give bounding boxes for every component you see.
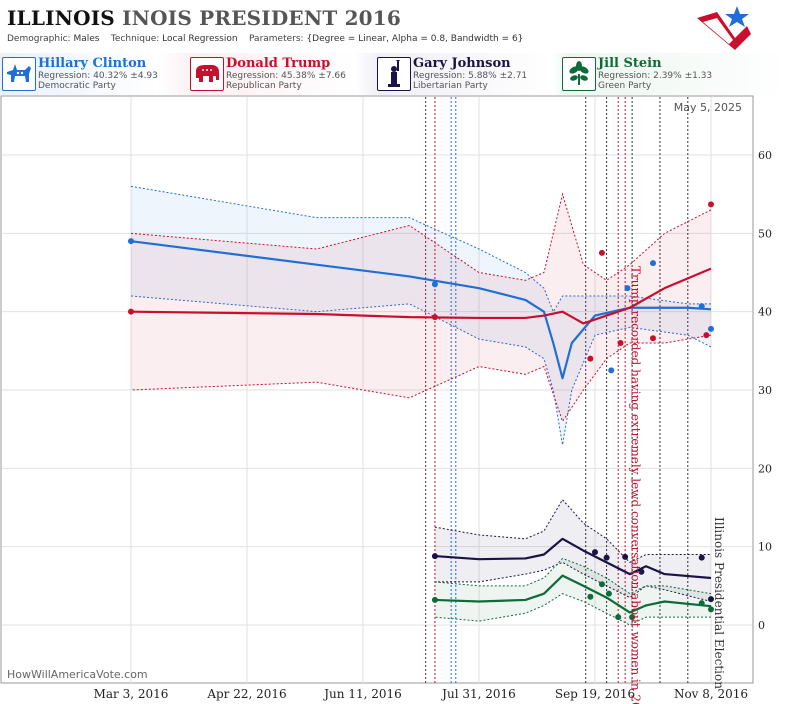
poll-point	[698, 554, 705, 561]
plot-frame	[0, 95, 754, 684]
parameters-label: Parameters:	[249, 34, 304, 44]
poll-point	[128, 238, 134, 245]
poll-point	[708, 201, 714, 208]
poll-point	[603, 554, 610, 561]
poll-point	[698, 303, 705, 310]
y-tick-label: 30	[758, 384, 772, 397]
poll-point	[629, 614, 636, 621]
y-tick-label: 10	[758, 541, 772, 554]
poll-point	[128, 308, 134, 315]
legend-item-clinton: Hillary Clinton Regression: 40.32% ±4.93…	[0, 55, 185, 93]
y-tick-label: 40	[758, 306, 772, 319]
poll-point	[650, 335, 656, 342]
poll-point	[431, 553, 438, 560]
poll-point	[624, 285, 631, 292]
x-tick-label: Jun 11, 2016	[322, 687, 402, 701]
watermark: HowWillAmericaVote.com	[7, 668, 148, 681]
annotation-label: Trump recorded having extremely lewd con…	[628, 266, 642, 704]
band-lower-line	[434, 561, 712, 602]
candidate-regression: Regression: 40.32% ±4.93	[38, 71, 158, 81]
regression-line	[130, 267, 712, 325]
poll-point	[708, 596, 714, 603]
x-tick-label: Sep 19, 2016	[555, 687, 635, 701]
band-upper-line	[130, 185, 711, 313]
x-tick-label: Jul 31, 2016	[440, 687, 516, 701]
x-tick-label: Apr 22, 2016	[206, 687, 286, 701]
candidate-party: Democratic Party	[38, 81, 116, 91]
poll-points	[128, 201, 714, 621]
candidate-party: Republican Party	[226, 81, 302, 91]
candidate-regression: Regression: 2.39% ±1.33	[598, 71, 713, 81]
poll-point	[608, 367, 615, 374]
poll-point	[708, 325, 714, 332]
poll-point	[698, 600, 705, 607]
y-tick-label: 0	[758, 619, 765, 632]
band-upper-line	[434, 557, 712, 595]
title-state: ILLINOIS	[7, 6, 115, 30]
band-lower-line	[130, 295, 712, 445]
leaf-icon	[562, 57, 596, 91]
site-logo-icon	[697, 6, 751, 50]
poll-point	[650, 260, 656, 267]
legend-item-trump: Donald Trump Regression: 45.38% ±7.66 Re…	[188, 55, 373, 93]
candidate-regression: Regression: 45.38% ±7.66	[226, 71, 346, 81]
poll-point	[587, 355, 594, 362]
candidate-name: Jill Stein	[598, 56, 662, 71]
poll-point	[431, 314, 438, 321]
poll-point	[638, 568, 645, 575]
candidate-party: Libertarian Party	[413, 81, 488, 91]
regression-lines	[130, 240, 712, 614]
poll-point	[622, 553, 629, 560]
poll-point	[587, 593, 594, 600]
poll-point	[592, 549, 598, 556]
parameters-value: {Degree = Linear, Alpha = 0.8, Bandwidth…	[306, 34, 524, 44]
poll-point	[703, 332, 710, 339]
annotation-label: Illinois Presidential Election	[712, 517, 726, 689]
band-upper-line	[434, 498, 711, 563]
regression-line	[434, 574, 712, 614]
band-lower-line	[130, 334, 712, 423]
page-title: ILLINOIS INOIS PRESIDENT 2016	[7, 6, 401, 30]
legend-item-stein: Jill Stein Regression: 2.39% ±1.33 Green…	[560, 55, 745, 93]
y-tick-label: 60	[758, 149, 772, 162]
candidate-name: Gary Johnson	[413, 56, 511, 71]
x-axis-ticks: Mar 3, 2016 Apr 22, 2016 Jun 11, 2016 Jul 3…	[94, 687, 748, 701]
candidate-name: Hillary Clinton	[38, 56, 147, 71]
poll-point	[598, 249, 605, 256]
y-tick-label: 20	[758, 462, 772, 475]
candidate-legend: Hillary Clinton Regression: 40.32% ±4.93…	[0, 53, 789, 95]
candidate-party: Green Party	[598, 81, 652, 91]
confidence-band	[434, 499, 711, 602]
x-tick-label: Nov 8, 2016	[674, 687, 748, 701]
legend-item-johnson: Gary Johnson Regression: 5.88% ±2.71 Lib…	[375, 55, 560, 93]
poll-point	[598, 581, 605, 588]
demographic-label: Demographic:	[7, 34, 71, 44]
poll-point	[431, 596, 438, 603]
poll-point	[605, 590, 612, 597]
poll-point	[617, 340, 624, 346]
candidate-regression: Regression: 5.88% ±2.71	[413, 71, 528, 81]
parameters-line: Demographic: Males Technique: Local Regr…	[7, 34, 523, 44]
band-upper-line	[130, 192, 712, 281]
donkey-icon	[2, 57, 36, 91]
annotations: Trump recorded having extremely lewd con…	[628, 266, 726, 704]
regression-line	[434, 537, 712, 580]
demographic-value: Males	[73, 34, 100, 44]
candidate-name: Donald Trump	[226, 56, 331, 71]
poll-point	[708, 606, 714, 613]
y-axis-ticks: 0 10 20 30 40 50 60	[758, 149, 772, 632]
poll-point	[431, 281, 438, 288]
technique-value: Local Regression	[162, 34, 238, 44]
poll-point	[615, 614, 622, 621]
title-rest: INOIS PRESIDENT 2016	[122, 6, 402, 30]
technique-label: Technique:	[110, 34, 160, 44]
liberty-icon	[377, 57, 411, 91]
elephant-icon	[190, 57, 224, 91]
y-tick-label: 50	[758, 227, 772, 240]
x-tick-label: Mar 3, 2016	[94, 687, 169, 701]
confidence-band	[131, 186, 711, 445]
updated-date: May 5, 2025	[674, 101, 742, 114]
